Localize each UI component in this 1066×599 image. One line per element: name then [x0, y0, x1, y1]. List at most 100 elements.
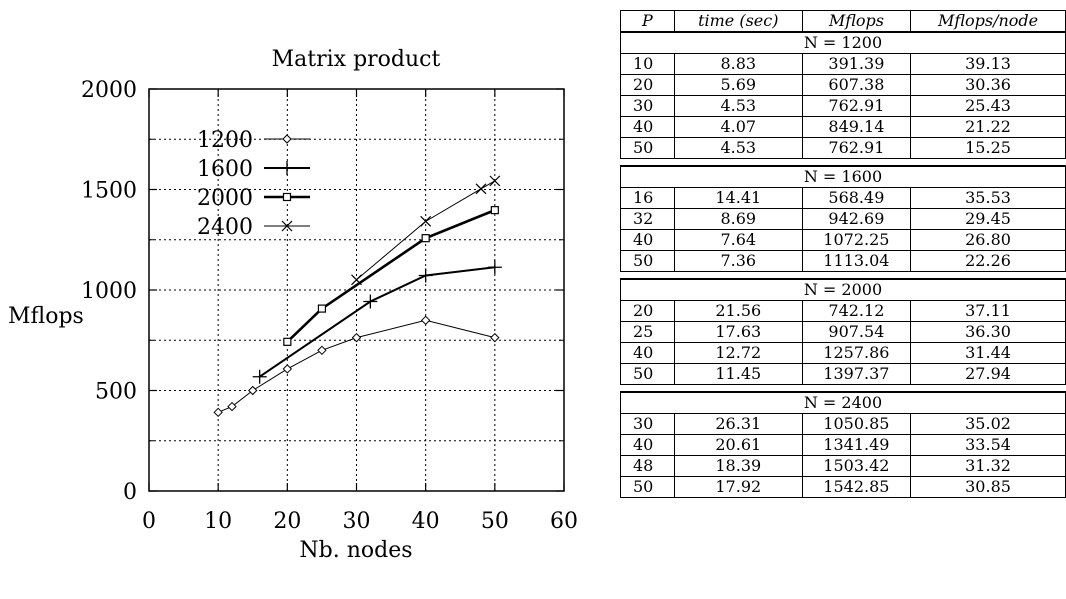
table-row: 25 17.63 907.54 36.30 [620, 321, 1066, 343]
x-tick-label: 40 [412, 509, 440, 534]
table-cell: 40 [620, 342, 675, 364]
series-2000 [283, 206, 499, 346]
table-cell: 40 [620, 116, 675, 138]
data-point [490, 206, 499, 215]
legend-item-2000: 2000 [197, 186, 310, 211]
group-caption: N = 2000 [620, 278, 1066, 301]
table-cell: 1072.25 [801, 229, 912, 251]
table-row: 16 14.41 568.49 35.53 [620, 187, 1066, 209]
table-cell: 37.11 [910, 300, 1066, 322]
y-tick-label: 500 [95, 380, 137, 405]
data-point [351, 274, 362, 286]
table-header-cell: Mflops [801, 10, 912, 33]
data-point [281, 220, 293, 232]
series-line [217, 319, 495, 413]
table-row: 40 20.61 1341.49 33.54 [620, 434, 1066, 456]
group-caption-row: N = 2000 [620, 278, 1066, 301]
table-cell: 907.54 [801, 321, 912, 343]
table-cell: 26.80 [910, 229, 1066, 251]
table-cell: 17.92 [673, 476, 803, 498]
legend-item-1600: 1600 [197, 157, 310, 182]
table-cell: 11.45 [673, 363, 803, 385]
x-tick-label: 50 [481, 509, 509, 534]
table-row: 20 5.69 607.38 30.36 [620, 74, 1066, 96]
table-cell: 942.69 [801, 208, 912, 230]
data-point [252, 369, 267, 384]
group-separator [620, 158, 1066, 167]
table-cell: 50 [620, 363, 675, 385]
data-point [487, 260, 502, 275]
legend-label: 1200 [197, 128, 253, 153]
axis-ticks: 0 10 20 30 40 50 60 0 500 1000 1500 2000 [81, 78, 578, 534]
table-cell: 26.31 [673, 413, 803, 435]
table-cell: 36.30 [910, 321, 1066, 343]
y-axis-label: Mflops [8, 304, 84, 329]
data-point [421, 234, 430, 243]
data-point [283, 337, 292, 346]
table-row: 32 8.69 942.69 29.45 [620, 208, 1066, 230]
table-body: N = 1200 10 8.83 391.39 39.13 20 5.69 607.38 30.… [620, 31, 1066, 498]
table-cell: 568.49 [801, 187, 912, 209]
group-caption: N = 1600 [620, 165, 1066, 188]
y-tick-label: 2000 [81, 78, 137, 103]
table-row: 48 18.39 1503.42 31.32 [620, 455, 1066, 477]
data-point [282, 192, 292, 202]
table-row: 50 4.53 762.91 15.25 [620, 137, 1066, 159]
series-line [356, 180, 496, 281]
table-cell: 1542.85 [801, 476, 912, 498]
group-caption-row: N = 1600 [620, 165, 1066, 188]
group-caption-row: N = 2400 [620, 391, 1066, 414]
group-caption: N = 2400 [620, 391, 1066, 414]
table-cell: 31.32 [910, 455, 1066, 477]
series-1600 [252, 260, 502, 384]
x-tick-label: 30 [343, 509, 371, 534]
legend-item-2400: 2400 [197, 215, 310, 240]
table-header-cell: Mflops/node [910, 10, 1066, 33]
table-cell: 22.26 [910, 250, 1066, 272]
series-2400 [351, 175, 501, 286]
table-cell: 33.54 [910, 434, 1066, 456]
table-row: 50 7.36 1113.04 22.26 [620, 250, 1066, 272]
data-point [420, 315, 431, 326]
table-cell: 16 [620, 187, 675, 209]
legend-item-1200: 1200 [197, 128, 310, 153]
table-row: 30 26.31 1050.85 35.02 [620, 413, 1066, 435]
table-cell: 30 [620, 413, 675, 435]
y-tick-label: 1500 [81, 179, 137, 204]
data-point [475, 183, 487, 195]
data-point [420, 215, 432, 227]
group-separator [620, 271, 1066, 280]
table-cell: 29.45 [910, 208, 1066, 230]
table-cell: 4.53 [673, 95, 803, 117]
data-point [282, 364, 293, 374]
table-row: 20 21.56 742.12 37.11 [620, 300, 1066, 322]
table-cell: 607.38 [801, 74, 912, 96]
x-tick-label: 60 [550, 509, 578, 534]
table-cell: 17.63 [673, 321, 803, 343]
series-line [259, 266, 495, 378]
group-caption-row: N = 1200 [620, 31, 1066, 54]
table-cell: 849.14 [801, 116, 912, 138]
data-point [248, 385, 258, 396]
table-cell: 1503.42 [801, 455, 912, 477]
table-cell: 27.94 [910, 363, 1066, 385]
table-cell: 14.41 [673, 187, 803, 209]
data-point [490, 332, 500, 343]
table-cell: 20 [620, 300, 675, 322]
table-row: 50 17.92 1542.85 30.85 [620, 476, 1066, 498]
x-axis-label: Nb. nodes [299, 538, 412, 563]
legend-label: 2400 [197, 215, 253, 240]
table-cell: 10 [620, 53, 675, 75]
legend: 1200 1600 2000 2400 [197, 128, 310, 240]
x-tick-label: 20 [273, 509, 301, 534]
y-tick-label: 1000 [81, 279, 137, 304]
table-cell: 7.36 [673, 250, 803, 272]
table-cell: 30.36 [910, 74, 1066, 96]
table-cell: 35.02 [910, 413, 1066, 435]
table-row: 40 12.72 1257.86 31.44 [620, 342, 1066, 364]
chart-title: Matrix product [272, 47, 441, 72]
table-cell: 50 [620, 250, 675, 272]
table-cell: 762.91 [801, 137, 912, 159]
table-cell: 21.56 [673, 300, 803, 322]
table-cell: 1257.86 [801, 342, 912, 364]
